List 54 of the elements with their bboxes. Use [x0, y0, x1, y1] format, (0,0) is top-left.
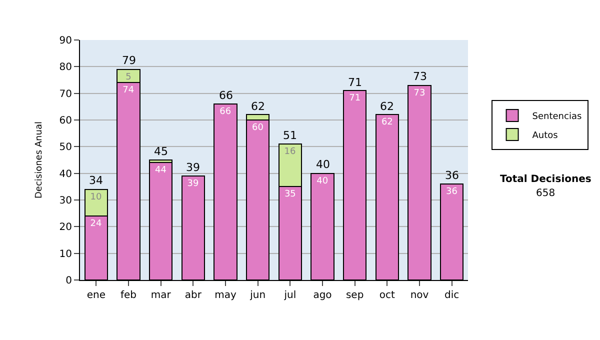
total-label: 45: [154, 145, 168, 158]
data-label: 24: [90, 219, 102, 229]
y-tick-label: 80: [59, 62, 72, 74]
data-label: 10: [90, 192, 102, 202]
x-tick-label: ago: [313, 290, 332, 301]
total-label: 34: [89, 174, 103, 187]
data-label: 16: [284, 147, 296, 157]
data-label: 39: [187, 179, 200, 189]
x-tick-label: ene: [86, 290, 106, 301]
y-tick-label: 50: [59, 142, 72, 154]
total-label: 62: [380, 100, 394, 113]
total-label: 39: [186, 161, 200, 174]
x-tick-label: jul: [283, 290, 296, 301]
y-tick-label: 20: [59, 222, 72, 234]
legend-label: Autos: [532, 131, 558, 142]
y-tick-label: 0: [66, 276, 72, 286]
data-label: 62: [381, 118, 393, 128]
total-label: 79: [122, 54, 136, 67]
text: 658: [536, 188, 556, 199]
total-label: 40: [316, 158, 330, 171]
y-tick-label: 90: [59, 36, 72, 46]
data-label: 66: [220, 107, 232, 117]
total-label: 66: [219, 89, 233, 102]
legend-label: Sentencias: [532, 112, 582, 122]
total-label: 73: [413, 70, 427, 83]
x-tick-label: dic: [444, 290, 460, 301]
x-tick-label: may: [214, 290, 236, 301]
y-tick-label: 60: [59, 116, 72, 126]
x-tick-label: abr: [184, 290, 202, 301]
data-label: 36: [446, 187, 458, 197]
total-label: 51: [283, 129, 297, 142]
x-tick-label: nov: [410, 290, 429, 301]
y-tick-label: 10: [59, 248, 72, 260]
y-tick-label: 30: [59, 196, 72, 206]
x-tick-label: sep: [346, 290, 364, 301]
y-axis-title: Decisiones Anual: [34, 122, 45, 198]
data-label: 71: [349, 94, 361, 104]
text: Total Decisiones: [500, 174, 592, 185]
data-label: 74: [122, 86, 134, 96]
x-tick-label: mar: [150, 290, 172, 301]
x-tick-label: jun: [249, 290, 266, 301]
y-tick-label: 70: [59, 88, 72, 100]
data-label: 73: [414, 88, 426, 98]
data-label: 5: [126, 72, 132, 82]
data-label: 44: [154, 166, 167, 176]
total-label: 71: [348, 76, 362, 89]
total-label: 36: [445, 169, 459, 182]
x-tick-label: feb: [120, 290, 137, 301]
y-tick-label: 40: [59, 168, 72, 180]
data-label: 40: [316, 176, 328, 186]
total-label: 62: [251, 100, 265, 113]
x-tick-label: oct: [379, 290, 396, 301]
data-label: 60: [252, 123, 264, 133]
data-label: 35: [284, 190, 296, 200]
